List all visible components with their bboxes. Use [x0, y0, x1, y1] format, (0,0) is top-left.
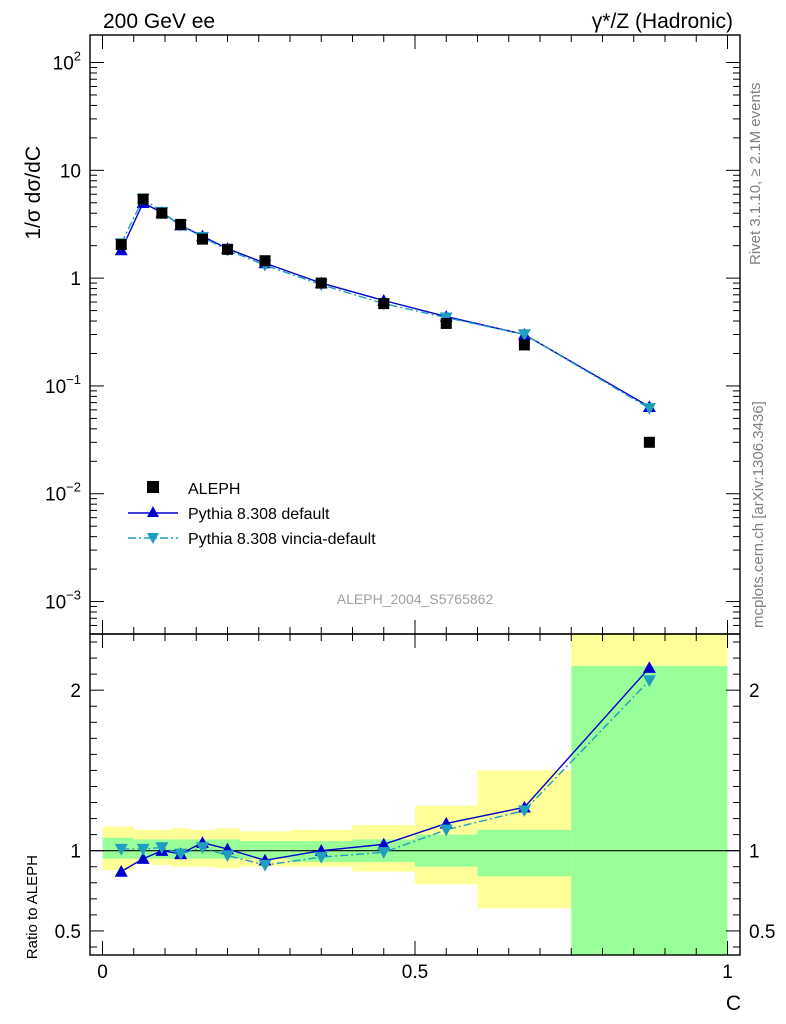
aleph-data-point — [440, 317, 452, 329]
band-stat — [477, 829, 572, 877]
series-point-vincia — [517, 329, 531, 341]
aleph-data-point — [137, 193, 149, 205]
x-tick-label: 1 — [722, 962, 733, 983]
ratio-point-vincia — [196, 842, 209, 854]
aleph-data-point — [315, 277, 327, 289]
y-tick-exponent: 2 — [74, 49, 81, 64]
ratio-point-vincia — [642, 675, 656, 688]
ratio-point-vincia — [174, 848, 188, 861]
ratio-point-vincia — [136, 843, 150, 856]
y-tick-exponent: −2 — [66, 480, 81, 495]
right-title: γ*/Z (Hadronic) — [592, 10, 733, 33]
ratio-point-vincia — [377, 847, 391, 859]
aleph-data-point — [643, 436, 655, 448]
legend-label-aleph: ALEPH — [188, 481, 240, 498]
y-tick-label: 10−2 — [45, 480, 81, 506]
series-point-vincia — [642, 403, 656, 415]
x-tick-label: 0 — [97, 962, 108, 983]
y-tick-label: 10−3 — [45, 588, 81, 614]
axis-ticks: 0 0.5 1 10−3 10−2 10−1 1 10 102 0.5 0.5 1 1 2 2 — [45, 35, 775, 983]
ratio-point-default — [136, 852, 150, 864]
aleph-data-point — [115, 239, 127, 251]
band-stat — [571, 666, 728, 955]
ratio-point-vincia — [155, 842, 169, 854]
y-tick-exponent: −1 — [66, 372, 81, 387]
legend-label-default: Pythia 8.308 default — [188, 506, 330, 523]
ratio-point-vincia — [517, 805, 531, 818]
aleph-data-point — [259, 255, 271, 267]
rivet-version-label: Rivet 3.1.10, ≥ 2.1M events — [747, 83, 764, 266]
x-tick-label: 0.5 — [402, 962, 428, 983]
ratio-y-tick-label: 2 — [70, 681, 81, 702]
analysis-id-label: ALEPH_2004_S5765862 — [337, 591, 494, 607]
ratio-point-vincia — [258, 859, 272, 872]
y-tick-exponent: −3 — [66, 588, 81, 603]
ratio-y-tick-label-right: 2 — [749, 681, 760, 702]
legend-marker-default — [147, 506, 159, 517]
ratio-point-default — [377, 837, 391, 850]
ratio-y-tick-label: 1 — [70, 842, 81, 863]
aleph-data-point — [197, 233, 208, 245]
legend-marker-aleph — [147, 481, 159, 493]
ratio-y-axis-label: Ratio to ALEPH — [24, 855, 41, 959]
ratio-point-vincia — [439, 824, 453, 837]
legend: ALEPH Pythia 8.308 default Pythia 8.308 … — [128, 481, 376, 548]
aleph-data-point — [175, 218, 187, 230]
mcplots-label: mcplots.cern.ch [arXiv:1306.3436] — [750, 401, 767, 628]
aleph-data-point — [518, 339, 530, 351]
ratio-y-tick-label: 0.5 — [55, 922, 81, 943]
legend-label-vincia: Pythia 8.308 vincia-default — [188, 531, 376, 548]
ratio-point-vincia — [114, 843, 128, 856]
aleph-data-point — [378, 298, 390, 310]
left-title: 200 GeV ee — [103, 10, 215, 33]
main-y-axis-label: 1/σ dσ/dC — [22, 146, 45, 240]
y-tick-label: 1 — [70, 269, 81, 290]
band-stat — [240, 841, 290, 859]
y-tick-label: 102 — [53, 49, 81, 75]
x-axis-label: C — [726, 992, 741, 1015]
ratio-uncertainty-bands — [90, 634, 740, 955]
ratio-y-tick-label-right: 0.5 — [749, 922, 775, 943]
ratio-point-vincia — [314, 851, 328, 864]
aleph-data-point — [222, 243, 233, 255]
data-series — [114, 193, 656, 877]
ratio-point-default — [642, 661, 656, 673]
legend-marker-vincia — [147, 533, 159, 544]
ratio-point-vincia — [221, 850, 234, 862]
ratio-point-default — [114, 865, 128, 877]
y-tick-label: 10 — [60, 161, 81, 182]
aleph-data-point — [156, 207, 168, 219]
ratio-y-tick-label-right: 1 — [749, 842, 760, 863]
y-tick-label: 10−1 — [45, 372, 81, 398]
